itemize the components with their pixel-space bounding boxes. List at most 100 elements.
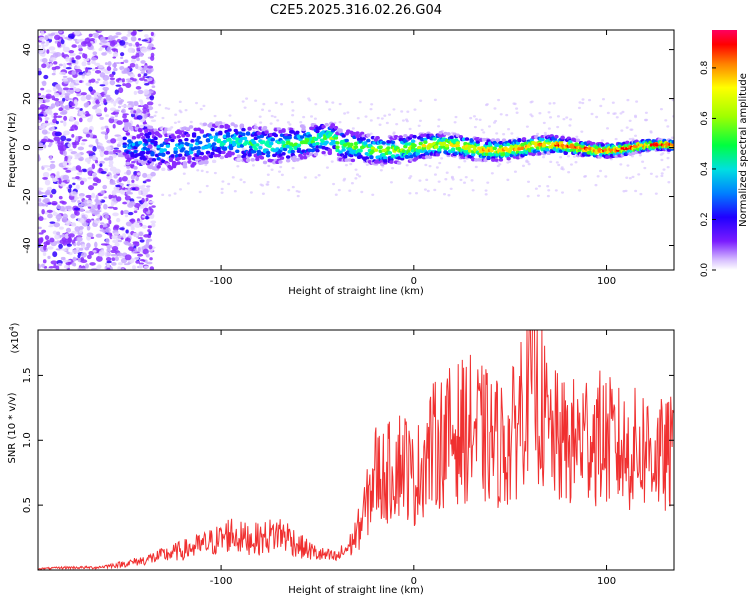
spectrogram-cell (138, 189, 142, 196)
spectrogram-cell (600, 143, 605, 147)
spectrogram-cell (96, 265, 101, 270)
spectrogram-cell (536, 132, 540, 136)
spectrogram-cell (65, 227, 72, 233)
spectrogram-cell (85, 194, 93, 199)
spectrogram-cell (149, 257, 153, 261)
spectrogram-cell (42, 176, 49, 180)
spectrogram-cell (626, 164, 630, 167)
spectrogram-cell (264, 130, 269, 135)
spectrogram-cell (259, 121, 263, 124)
spectrogram-cell (42, 165, 50, 168)
spectrogram-cell (49, 221, 56, 224)
spectrogram-cell (79, 80, 83, 84)
spectrogram-cell (115, 149, 122, 153)
spectrogram-cell (259, 134, 265, 139)
spectrogram-cell (110, 138, 117, 144)
spectrogram-cell (198, 190, 202, 194)
spectrogram-cell (276, 119, 280, 122)
spectrogram-cell (491, 158, 496, 162)
spectrogram-cell (67, 38, 73, 41)
y-tick-label: 0.5 (22, 497, 33, 513)
spectrogram-cell (112, 56, 117, 59)
spectrogram-cell (38, 36, 46, 42)
spectrogram-cell (387, 151, 393, 155)
spectrogram-cell (77, 267, 82, 270)
spectrogram-cell (625, 176, 629, 179)
spectrogram-cell (75, 135, 79, 142)
spectrogram-cell (100, 222, 105, 225)
spectrogram-cell (562, 117, 566, 121)
spectrogram-cell (100, 146, 105, 152)
spectrogram-cell (338, 128, 343, 133)
spectrogram-y-ticks: -40 -20 0 20 40 (22, 43, 674, 254)
spectrogram-cell (49, 194, 53, 198)
spectrogram-cell (423, 140, 428, 145)
spectrogram-cell (68, 148, 73, 152)
spectrogram-cell (136, 196, 142, 199)
spectrogram-cell (57, 262, 63, 267)
spectrogram-cell (146, 194, 154, 198)
spectrogram-cell (437, 180, 441, 183)
colorbar-gradient (712, 30, 737, 270)
spectrogram-cell (59, 200, 65, 204)
spectrogram-cell (285, 158, 291, 163)
spectrogram-cell (82, 169, 87, 173)
spectrogram-cell (252, 140, 257, 145)
spectrogram-cell (202, 122, 208, 127)
spectrogram-cell (44, 179, 51, 186)
spectrogram-cell (53, 112, 59, 116)
spectrogram-cell (44, 116, 50, 121)
spectrogram-cell (418, 179, 422, 182)
spectrogram-cell (364, 115, 368, 118)
spectrogram-cell (113, 232, 120, 236)
spectrogram-cell (236, 154, 242, 158)
spectrogram-cell (109, 79, 116, 86)
spectrogram-cell (126, 101, 134, 104)
spectrogram-cell (233, 190, 237, 193)
spectrogram-cell (489, 148, 494, 153)
spectrogram-cell (450, 147, 456, 152)
spectrogram-cell (220, 187, 224, 191)
spectrogram-cell (141, 184, 146, 188)
spectrogram-cell (639, 192, 643, 196)
spectrogram-cell (52, 212, 58, 216)
spectrogram-cell (38, 226, 42, 230)
spectrogram-cell (143, 89, 150, 96)
spectrogram-cell (78, 247, 84, 251)
spectrogram-cell (187, 155, 192, 159)
spectrogram-cell (660, 172, 664, 175)
spectrogram-cell (147, 65, 154, 69)
spectrogram-cell (45, 189, 51, 196)
spectrogram-cell (498, 158, 504, 162)
spectrogram-cell (565, 116, 569, 119)
spectrogram-cell (261, 108, 265, 111)
spectrogram-cell (46, 209, 53, 213)
spectrogram-cell (92, 154, 97, 161)
spectrogram-cell (108, 219, 112, 225)
spectrogram-cell (96, 218, 101, 221)
spectrogram-cell (337, 188, 341, 192)
spectrogram-cell (120, 192, 125, 195)
spectrogram-cell (65, 169, 72, 173)
spectrogram-cell (423, 137, 428, 142)
spectrogram-cell (79, 180, 85, 185)
spectrogram-cell (85, 82, 92, 86)
spectrogram-cell (98, 167, 103, 172)
spectrogram-cell (94, 160, 99, 164)
spectrogram-cell (396, 161, 402, 165)
spectrogram-cell (89, 132, 94, 139)
spectrogram-cell (41, 129, 48, 135)
spectrogram-cell (72, 83, 80, 86)
spectrogram-cell (454, 115, 458, 119)
spectrogram-cell (483, 158, 488, 163)
spectrogram-cell (81, 267, 86, 270)
spectrogram-cell (41, 63, 47, 69)
spectrogram-cell (51, 201, 58, 206)
spectrogram-cell (97, 78, 101, 81)
spectrogram-cell (105, 256, 112, 262)
spectrogram-cell (113, 100, 117, 107)
spectrogram-cell (90, 236, 95, 239)
spectrogram-cell (99, 229, 106, 232)
spectrogram-cell (269, 122, 273, 125)
spectrogram-cell (62, 78, 69, 82)
